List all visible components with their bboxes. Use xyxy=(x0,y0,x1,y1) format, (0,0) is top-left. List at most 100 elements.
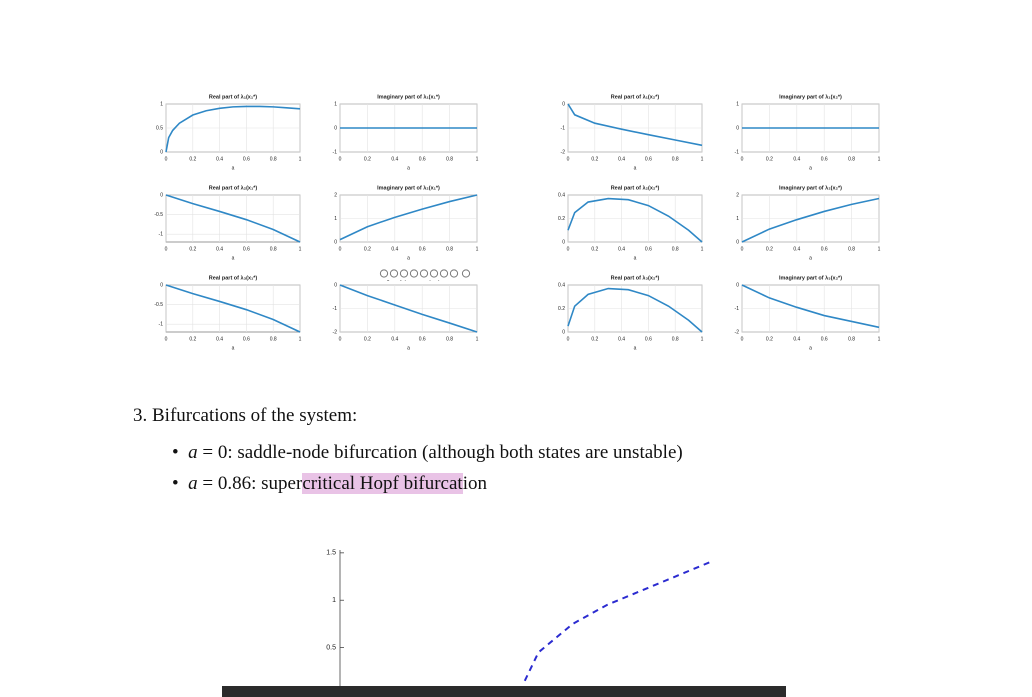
x-tick-label: 0.2 xyxy=(591,156,598,162)
x-tick-label: 0.6 xyxy=(243,156,250,162)
curve xyxy=(567,197,703,243)
x-tick-label: 0.6 xyxy=(645,336,652,342)
curve xyxy=(165,194,301,243)
plot-title: Imaginary part of λ₃(x₂*) xyxy=(779,275,842,281)
bullet-text: ion xyxy=(462,473,487,494)
x-tick-label: 0.8 xyxy=(446,336,453,342)
x-tick-label: 0.2 xyxy=(766,336,773,342)
x-tick-label: 1 xyxy=(701,156,704,162)
y-tick-label: 1 xyxy=(332,597,336,604)
x-tick-label: 0.4 xyxy=(793,246,800,252)
y-tick-label: 0 xyxy=(562,239,565,245)
y-tick-label: -1 xyxy=(159,321,164,327)
toolbar-icon xyxy=(419,269,429,278)
y-tick-label: 0 xyxy=(562,329,565,335)
y-tick-label: -0.5 xyxy=(154,212,163,218)
bullet: • a = 0: saddle-node bifurcation (althou… xyxy=(172,442,683,463)
x-tick-label: 0.8 xyxy=(446,246,453,252)
y-tick-label: 0 xyxy=(736,282,739,288)
curve xyxy=(339,284,478,333)
y-tick-label: -1 xyxy=(333,306,338,312)
x-tick-label: 0.4 xyxy=(793,336,800,342)
x-tick-label: 1 xyxy=(299,336,302,342)
bullet: • a = 0.86: supercritical Hopf bifurcati… xyxy=(172,473,487,494)
y-tick-label: 1 xyxy=(334,101,337,107)
y-tick-label: 0 xyxy=(160,192,163,198)
toolbar-icon xyxy=(379,269,389,278)
y-tick-label: 1 xyxy=(334,216,337,222)
x-axis-label: a xyxy=(407,345,410,351)
highlighted-text: critical Hopf bifurcat xyxy=(302,473,463,494)
x-axis-label: a xyxy=(232,165,235,171)
toolbar-icon xyxy=(409,269,419,278)
y-tick-label: 0 xyxy=(334,125,337,131)
curve xyxy=(567,287,703,333)
x-tick-label: 0.4 xyxy=(618,156,625,162)
x-tick-label: 1 xyxy=(701,336,704,342)
x-tick-label: 1 xyxy=(878,246,881,252)
x-tick-label: 0.4 xyxy=(618,246,625,252)
x-tick-label: 0.6 xyxy=(419,246,426,252)
x-tick-label: 1 xyxy=(476,156,479,162)
curve xyxy=(567,103,703,147)
y-tick-label: 0.5 xyxy=(326,644,336,651)
x-tick-label: 0 xyxy=(339,246,342,252)
x-tick-label: 0.4 xyxy=(391,246,398,252)
x-tick-label: 0.8 xyxy=(848,246,855,252)
x-tick-label: 0.8 xyxy=(446,156,453,162)
y-tick-label: 0 xyxy=(736,239,739,245)
y-tick-label: 1 xyxy=(160,101,163,107)
x-tick-label: 1 xyxy=(476,336,479,342)
x-tick-label: 0.6 xyxy=(419,336,426,342)
toolbar-icon xyxy=(399,269,409,278)
x-axis-label: a xyxy=(809,345,812,351)
x-tick-label: 1 xyxy=(299,156,302,162)
curve xyxy=(339,194,478,241)
x-tick-label: 0.8 xyxy=(270,156,277,162)
y-tick-label: -2 xyxy=(333,329,338,335)
x-tick-label: 0 xyxy=(567,246,570,252)
toolbar-icon xyxy=(449,269,459,278)
y-tick-label: 0.2 xyxy=(558,306,565,312)
bullet-text: = 0: saddle-node bifurcation (although b… xyxy=(197,442,683,463)
x-tick-label: 1 xyxy=(878,336,881,342)
plot-title: Imaginary part of λ₂(x₂*) xyxy=(779,185,842,191)
x-tick-label: 0.2 xyxy=(364,156,371,162)
y-tick-label: 0 xyxy=(160,149,163,155)
x-axis-label: a xyxy=(809,255,812,261)
x-tick-label: 0 xyxy=(567,336,570,342)
y-tick-label: 0 xyxy=(736,125,739,131)
y-tick-label: 0 xyxy=(562,101,565,107)
x-tick-label: 0.2 xyxy=(189,336,196,342)
y-tick-label: 1.5 xyxy=(326,550,336,557)
plot-title: Real part of λ₃(x₂*) xyxy=(611,275,660,281)
y-tick-label: -1 xyxy=(735,306,740,312)
x-tick-label: 0.6 xyxy=(645,156,652,162)
y-tick-label: -0.5 xyxy=(154,302,163,308)
x-tick-label: 0.4 xyxy=(216,246,223,252)
x-tick-label: 0.2 xyxy=(591,246,598,252)
x-tick-label: 0.4 xyxy=(391,156,398,162)
x-tick-label: 0 xyxy=(741,336,744,342)
x-tick-label: 0 xyxy=(339,156,342,162)
x-tick-label: 0.8 xyxy=(848,156,855,162)
y-tick-label: 0.4 xyxy=(558,192,565,198)
y-tick-label: -1 xyxy=(561,125,566,131)
curve xyxy=(165,105,301,153)
x-tick-label: 0.6 xyxy=(419,156,426,162)
curve xyxy=(741,197,880,243)
y-tick-label: 0.4 xyxy=(558,282,565,288)
x-axis-label: a xyxy=(232,255,235,261)
x-axis-label: a xyxy=(407,165,410,171)
section-heading: 3. Bifurcations of the system: xyxy=(133,405,358,426)
x-tick-label: 1 xyxy=(701,246,704,252)
x-tick-label: 0.8 xyxy=(672,156,679,162)
x-tick-label: 0.8 xyxy=(270,336,277,342)
curve xyxy=(523,561,710,682)
x-tick-label: 0.2 xyxy=(766,246,773,252)
x-tick-label: 0.2 xyxy=(189,246,196,252)
y-tick-label: 0.5 xyxy=(156,125,163,131)
x-tick-label: 0.8 xyxy=(672,246,679,252)
